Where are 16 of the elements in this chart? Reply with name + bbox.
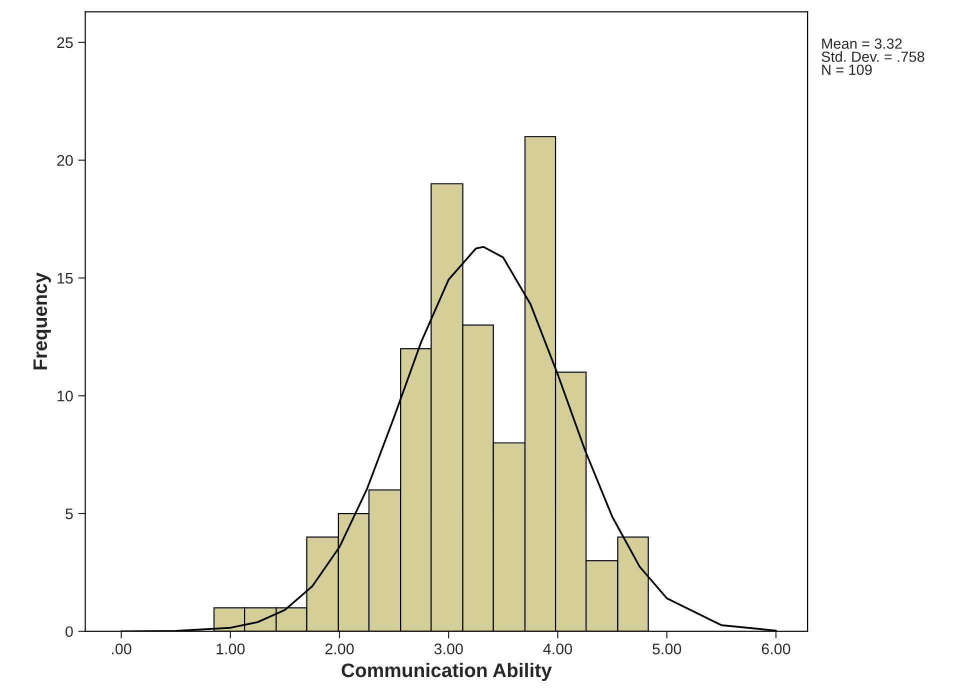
x-tick-label: 2.00 xyxy=(325,644,354,654)
y-tick-label: 15 xyxy=(58,272,73,284)
y-tick-label: 10 xyxy=(58,390,73,402)
y-tick-label: 0 xyxy=(66,626,73,638)
text: Mean = 3.32 Std. Dev. = .758 N = 109 xyxy=(822,38,924,75)
y-tick-label: 25 xyxy=(57,37,73,48)
y-axis-title: Frequency xyxy=(33,272,51,370)
y-tick-label: 20 xyxy=(57,155,73,166)
x-tick-label: 6.00 xyxy=(762,644,790,654)
y-tick-label: 5 xyxy=(66,508,73,520)
x-tick-label: 5.00 xyxy=(652,644,682,654)
x-tick-label: 1.00 xyxy=(216,644,245,654)
x-tick-label: 3.00 xyxy=(434,644,463,654)
x-axis-title: Communication Ability xyxy=(342,662,552,682)
x-tick-label: 4.00 xyxy=(543,644,572,654)
x-tick-label: .00 xyxy=(112,644,132,654)
